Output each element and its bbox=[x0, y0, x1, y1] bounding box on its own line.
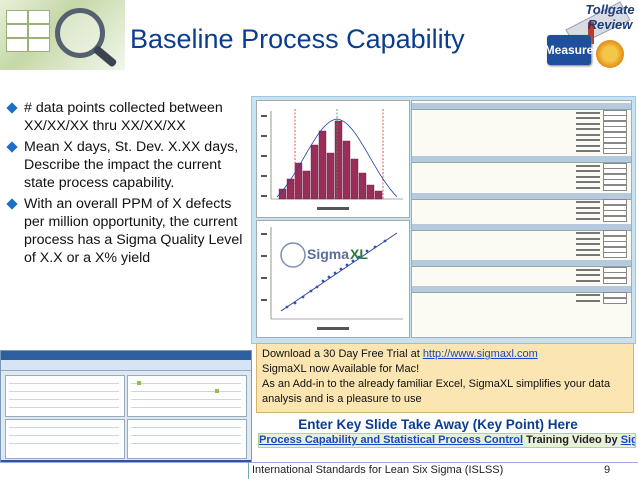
process-capability-video-link[interactable]: Process Capability and Statistical Proce… bbox=[259, 434, 524, 446]
probability-plot-thumbnail: Sigma XL bbox=[256, 220, 410, 338]
download-prefix: Download a 30 Day Free Trial at bbox=[262, 348, 423, 360]
bullet-list: # data points collected between XX/XX/XX… bbox=[6, 99, 246, 270]
footer-bar bbox=[0, 462, 638, 480]
bullet-text: Mean X days, St. Dev. X.XX days, Describ… bbox=[24, 139, 239, 191]
diamond-bullet-icon bbox=[6, 102, 18, 114]
diamond-bullet-icon bbox=[6, 198, 18, 210]
histogram-thumbnail bbox=[256, 100, 410, 218]
download-info-box: Download a 30 Day Free Trial at http://w… bbox=[256, 343, 634, 413]
training-video-text: Training Video by bbox=[523, 434, 621, 446]
tollgate-label-line2: Review bbox=[587, 17, 633, 32]
slide-title: Baseline Process Capability bbox=[130, 24, 465, 54]
bullet-item: Mean X days, St. Dev. X.XX days, Describ… bbox=[6, 138, 246, 192]
capability-statistics-table bbox=[411, 100, 632, 338]
bullet-item: With an overall PPM of X defects per mil… bbox=[6, 195, 246, 267]
gear-icon bbox=[596, 40, 624, 68]
download-line: Download a 30 Day Free Trial at http://w… bbox=[262, 347, 628, 362]
page-number: 9 bbox=[604, 464, 611, 476]
diamond-bullet-icon bbox=[6, 141, 18, 153]
measure-stage-badge: Measure bbox=[545, 35, 593, 65]
magnifier-icon bbox=[55, 8, 105, 58]
bullet-item: # data points collected between XX/XX/XX… bbox=[6, 99, 246, 135]
bullet-text: With an overall PPM of X defects per mil… bbox=[24, 196, 243, 266]
svg-text:Sigma: Sigma bbox=[307, 246, 349, 262]
footer-divider bbox=[248, 462, 249, 479]
mac-availability-text: SigmaXL now Available for Mac! bbox=[262, 363, 420, 375]
spreadsheet-magnifier-logo bbox=[0, 0, 125, 70]
sigmaxl-watermark-logo: Sigma XL bbox=[280, 242, 368, 268]
tollgate-label: Tollgate Review bbox=[584, 2, 636, 32]
sigmaxl-website-link[interactable]: http://www.sigmaxl.com bbox=[422, 348, 538, 360]
tollgate-label-line1: Tollgate bbox=[585, 2, 635, 17]
excel-screenshot-thumbnail bbox=[0, 350, 252, 470]
footer-text: International Standards for Lean Six Sig… bbox=[252, 464, 504, 476]
training-video-line: Process Capability and Statistical Proce… bbox=[258, 433, 636, 448]
key-takeaway: Enter Key Slide Take Away (Key Point) He… bbox=[298, 417, 578, 432]
bullet-text: # data points collected between XX/XX/XX… bbox=[24, 100, 223, 134]
addin-description-text: As an Add-in to the already familiar Exc… bbox=[262, 378, 611, 405]
sigmaxl-link[interactable]: SigmaXL bbox=[620, 434, 635, 446]
svg-text:XL: XL bbox=[350, 246, 368, 262]
